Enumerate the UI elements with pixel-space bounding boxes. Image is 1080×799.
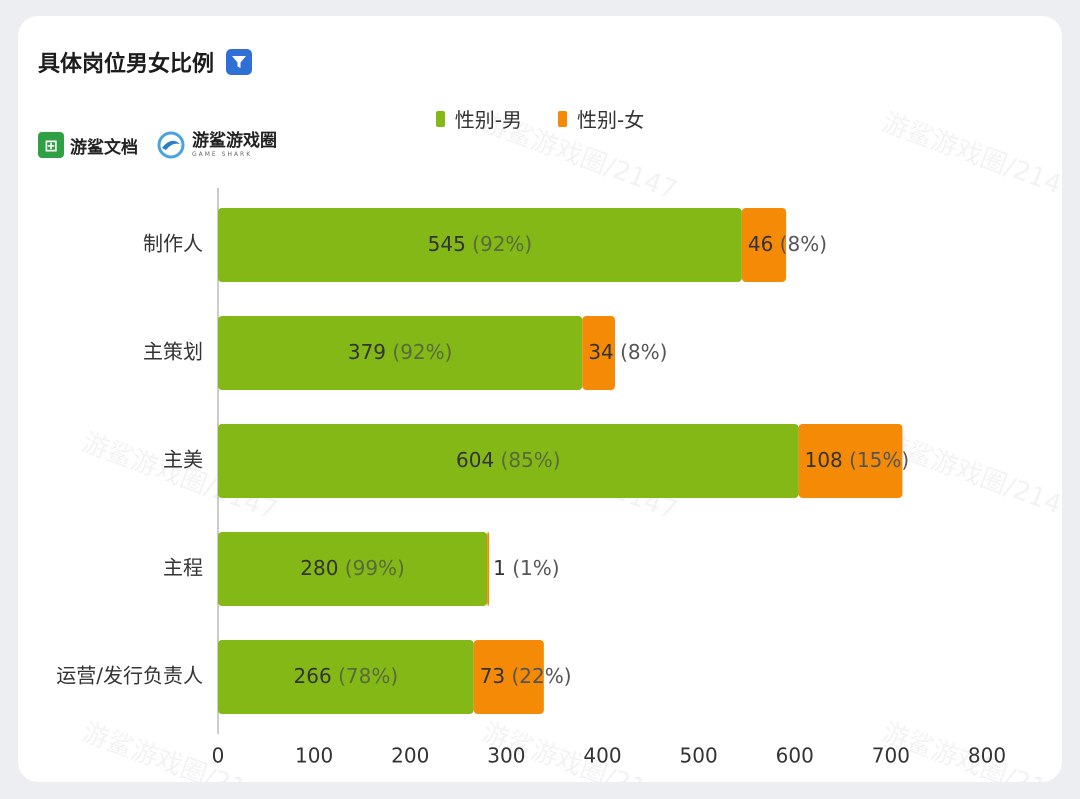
x-tick-label: 0: [212, 744, 225, 768]
category-label: 运营/发行负责人: [56, 664, 203, 688]
x-tick-label: 100: [295, 744, 333, 768]
game-brand: 游鲨游戏圈 GAME SHARK: [156, 130, 277, 160]
x-tick-label: 800: [968, 744, 1006, 768]
legend-item-male[interactable]: 性别-男: [435, 104, 522, 133]
category-label: 主美: [163, 448, 203, 472]
bar-male: [218, 208, 742, 282]
brand-row: ⊞ 游鲨文档 游鲨游戏圈 GAME SHARK: [38, 130, 277, 160]
bar-male: [218, 640, 474, 714]
chart-card: 具体岗位男女比例 性别-男 性别-女 ⊞ 游鲨文档 游鲨游戏圈: [18, 16, 1062, 782]
x-tick-label: 500: [680, 744, 718, 768]
x-tick-label: 700: [872, 744, 910, 768]
bar-male: [218, 316, 583, 390]
doc-brand-name: 游鲨文档: [70, 137, 138, 158]
legend-label-male: 性别-男: [454, 108, 522, 132]
data-label-female: 34 (8%): [588, 340, 667, 364]
chart-title: 具体岗位男女比例: [38, 52, 215, 77]
data-label-female: 108 (15%): [805, 448, 910, 472]
bar-female: [798, 424, 903, 498]
data-label-female: 1 (1%): [493, 556, 559, 580]
title-row: 具体岗位男女比例: [38, 46, 253, 78]
category-label: 主策划: [143, 340, 203, 364]
bar-female: [582, 316, 615, 390]
legend: 性别-男 性别-女: [18, 104, 1062, 133]
x-tick-label: 400: [583, 744, 621, 768]
x-tick-label: 200: [391, 744, 429, 768]
data-label-female: 73 (22%): [480, 664, 572, 688]
filter-button[interactable]: [226, 49, 253, 75]
legend-swatch-female: [558, 110, 567, 127]
data-label-male: 266 (78%): [294, 664, 399, 688]
legend-item-female[interactable]: 性别-女: [558, 104, 644, 133]
doc-brand: ⊞ 游鲨文档: [38, 132, 138, 158]
bar-female: [487, 532, 490, 606]
bar-female: [741, 208, 787, 282]
data-label-male: 379 (92%): [348, 340, 453, 364]
filter-icon: [232, 56, 247, 68]
x-tick-label: 600: [776, 744, 814, 768]
bar-chart: 制作人 545 (92%) 46 (8%) 主策划 379 (92%) 34 (8%) 主美…: [56, 188, 1006, 768]
data-label-male: 604 (85%): [456, 448, 561, 472]
game-brand-name: 游鲨游戏圈: [192, 130, 277, 151]
data-label-female: 46 (8%): [748, 232, 827, 256]
bar-male: [218, 424, 799, 498]
doc-logo-icon: ⊞: [38, 132, 64, 158]
category-label: 制作人: [143, 232, 203, 256]
legend-swatch-male: [435, 110, 445, 127]
game-brand-sub: GAME SHARK: [192, 150, 253, 158]
bar-male: [218, 532, 488, 606]
legend-label-female: 性别-女: [577, 108, 645, 132]
x-tick-label: 300: [487, 744, 525, 768]
shark-logo-icon: [157, 131, 185, 159]
data-label-male: 545 (92%): [428, 232, 533, 256]
bar-female: [473, 640, 544, 714]
data-label-male: 280 (99%): [300, 556, 405, 580]
category-label: 主程: [163, 556, 203, 580]
